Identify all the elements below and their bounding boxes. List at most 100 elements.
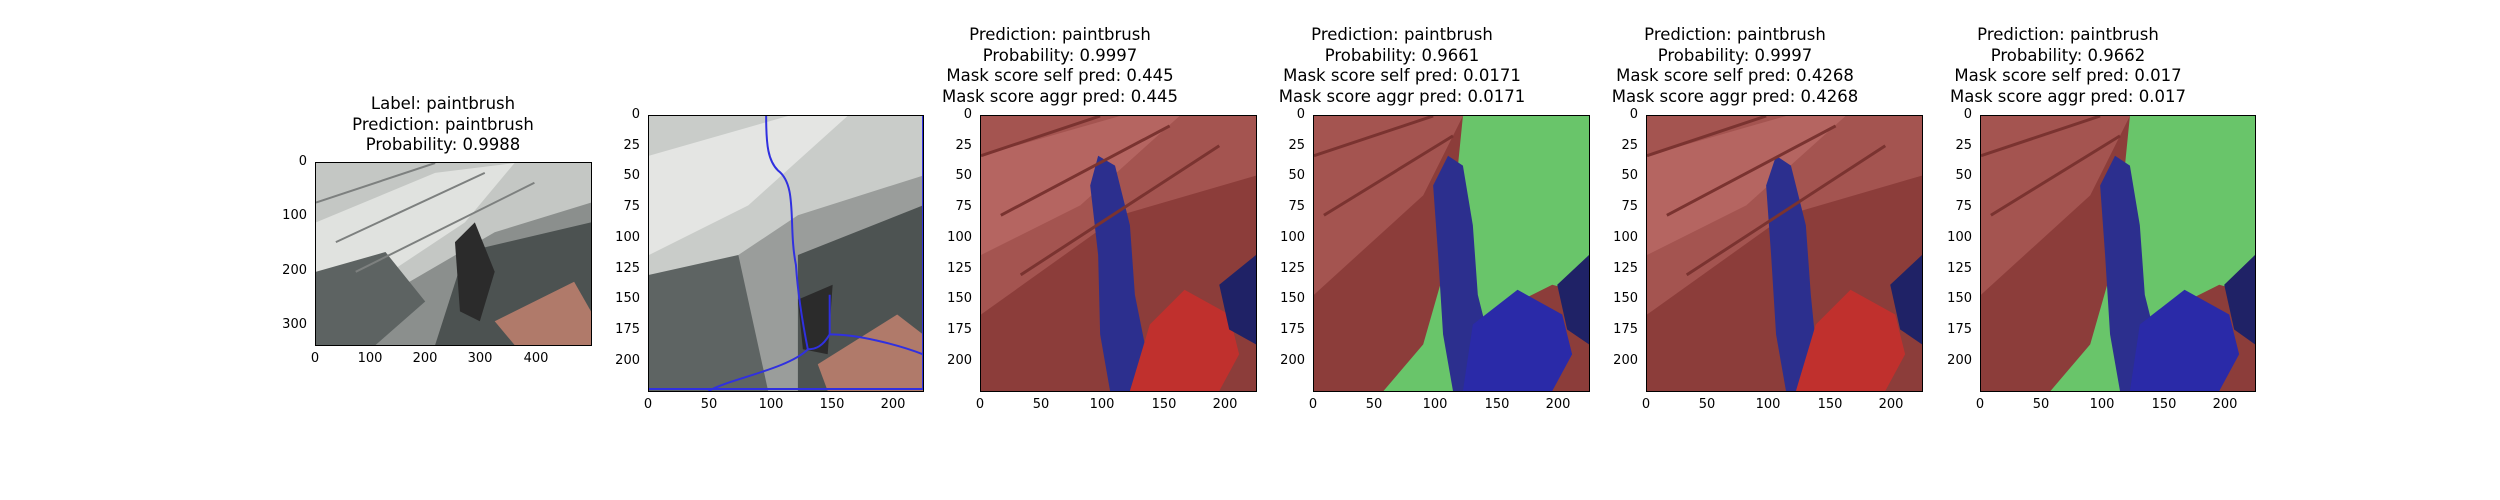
contour-overlay-photo [649,116,923,391]
panel-title: Label: paintbrush Prediction: paintbrush… [253,94,633,156]
x-tick: 100 [1422,397,1448,412]
x-tick: 150 [1484,397,1510,412]
y-tick: 200 [1280,353,1305,368]
y-tick: 150 [1613,291,1638,306]
y-tick: 175 [1613,322,1638,337]
y-tick: 0 [1963,107,1972,122]
title-line-probability: Probability: 0.9997 [1657,45,1813,65]
title-line-probability: Probability: 0.9661 [1324,45,1480,65]
y-tick: 200 [1947,353,1972,368]
x-tick: 0 [310,351,320,366]
y-tick: 75 [623,199,640,214]
x-tick: 200 [880,397,906,412]
y-tick: 125 [1947,261,1972,276]
x-tick: 50 [2032,397,2050,412]
x-tick: 100 [1089,397,1115,412]
panel-title: Prediction: paintbrush Probability: 0.96… [1878,25,2258,107]
title-line-self-score: Mask score self pred: 0.4268 [1616,66,1854,85]
y-tick: 100 [1947,230,1972,245]
y-tick: 100 [282,208,307,223]
x-tick: 100 [758,397,784,412]
image-axes-mask-6 [1980,115,2256,392]
x-tick: 100 [2089,397,2115,412]
y-tick: 50 [955,168,972,183]
y-tick: 150 [1280,291,1305,306]
rock-climbing-photo [316,163,591,345]
y-tick: 175 [947,322,972,337]
y-tick: 50 [1955,168,1972,183]
y-tick: 100 [615,230,640,245]
title-line-probability: Probability: 0.9662 [1990,45,2146,65]
y-tick: 75 [955,199,972,214]
y-tick: 0 [631,107,640,122]
y-tick: 75 [1621,199,1638,214]
y-tick: 200 [1613,353,1638,368]
y-tick: 125 [1613,261,1638,276]
mask-overlay-red-blue [1647,116,1922,391]
x-tick: 400 [523,351,549,366]
image-axes-mask-3 [980,115,1257,392]
y-tick: 50 [1288,168,1305,183]
title-line-prediction: Prediction: paintbrush [1311,25,1493,44]
x-tick: 0 [1308,397,1318,412]
mask-overlay-red-green-blue [1981,116,2255,391]
y-tick: 150 [947,291,972,306]
y-tick: 100 [1280,230,1305,245]
y-tick: 25 [1621,138,1638,153]
x-tick: 100 [357,351,383,366]
y-tick: 125 [615,261,640,276]
x-tick: 150 [1151,397,1177,412]
y-tick: 25 [623,138,640,153]
y-tick: 200 [947,353,972,368]
x-tick: 100 [1755,397,1781,412]
y-tick: 150 [615,291,640,306]
y-tick: 25 [1955,138,1972,153]
image-axes-mask-5 [1646,115,1923,392]
panel-title: Prediction: paintbrush Probability: 0.99… [1545,25,1925,107]
y-tick: 0 [298,154,307,169]
x-tick: 50 [1698,397,1716,412]
x-tick: 0 [1641,397,1651,412]
image-axes-mask-4 [1313,115,1590,392]
y-tick: 100 [1613,230,1638,245]
y-tick: 175 [1280,322,1305,337]
panel-title: Prediction: paintbrush Probability: 0.96… [1212,25,1592,107]
y-tick: 0 [1296,107,1305,122]
title-line-probability: Probability: 0.9997 [982,45,1138,65]
title-line-prediction: Prediction: paintbrush [1644,25,1826,44]
y-tick: 50 [623,168,640,183]
y-tick: 125 [947,261,972,276]
panel-title: Prediction: paintbrush Probability: 0.99… [870,25,1250,107]
title-line-self-score: Mask score self pred: 0.445 [946,66,1174,85]
title-line-aggr-score: Mask score aggr pred: 0.445 [942,86,1178,106]
y-tick: 175 [615,322,640,337]
mask-overlay-red-blue [981,116,1256,391]
title-line-prediction: Prediction: paintbrush [352,114,534,134]
x-tick: 200 [1212,397,1238,412]
y-tick: 25 [955,138,972,153]
image-axes-original [315,162,592,346]
title-line-prediction: Prediction: paintbrush [1977,25,2159,44]
mask-overlay-red-green-blue [1314,116,1589,391]
y-tick: 75 [1955,199,1972,214]
x-tick: 0 [975,397,985,412]
y-tick: 25 [1288,138,1305,153]
y-tick: 75 [1288,199,1305,214]
y-tick: 200 [615,353,640,368]
x-tick: 150 [819,397,845,412]
y-tick: 175 [1947,322,1972,337]
x-tick: 0 [643,397,653,412]
x-tick: 50 [700,397,718,412]
y-tick: 150 [1947,291,1972,306]
y-tick: 300 [282,317,307,332]
x-tick: 50 [1032,397,1050,412]
x-tick: 200 [412,351,438,366]
x-tick: 300 [467,351,493,366]
x-tick: 150 [1817,397,1843,412]
